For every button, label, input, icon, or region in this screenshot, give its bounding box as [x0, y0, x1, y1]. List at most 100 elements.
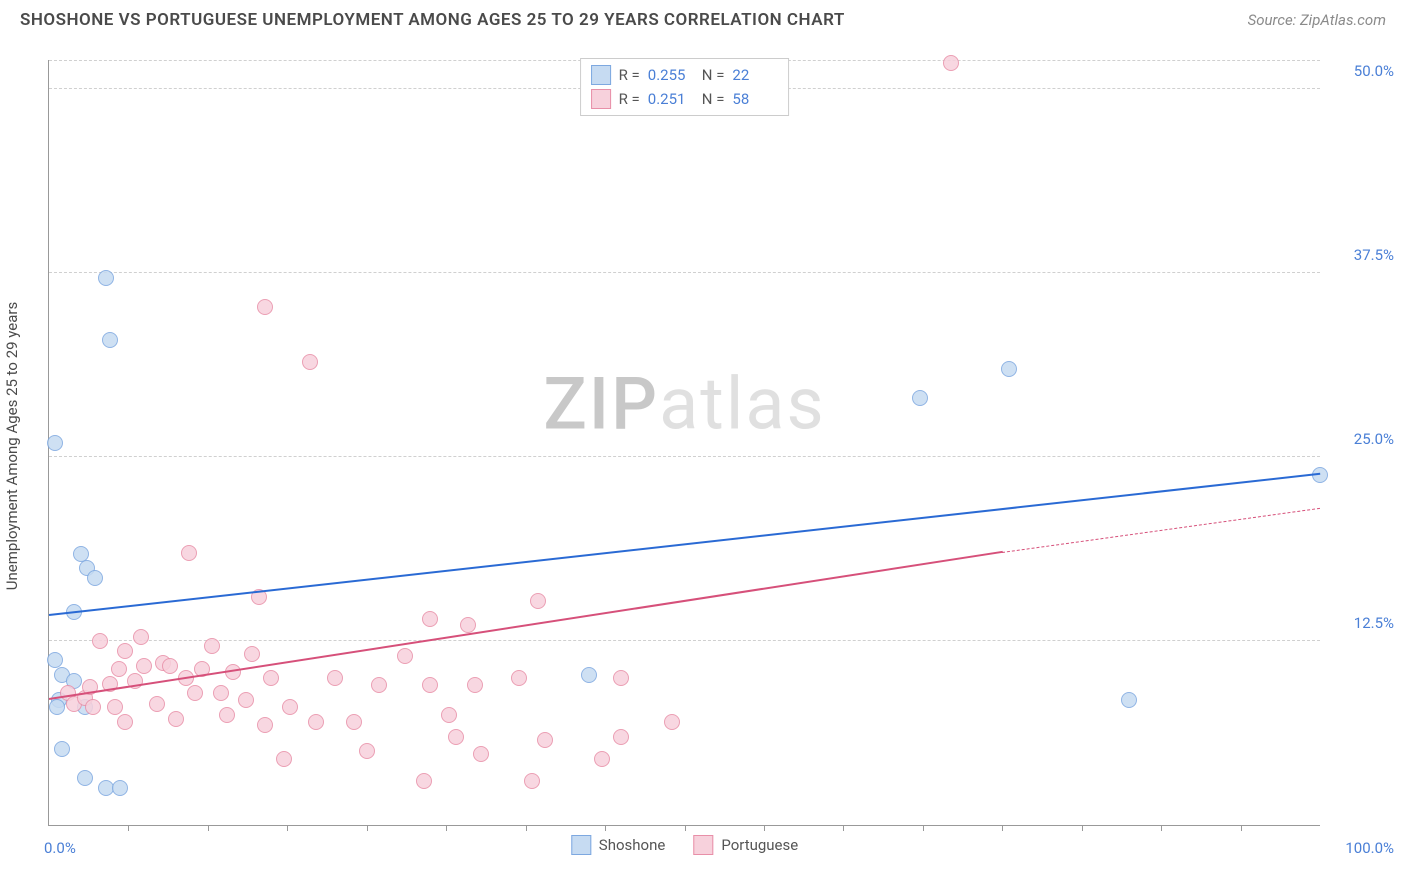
x-tick [923, 825, 924, 831]
data-point [282, 699, 298, 715]
x-tick [1241, 825, 1242, 831]
data-point [102, 332, 118, 348]
x-min-label: 0.0% [44, 839, 76, 857]
data-point [441, 707, 457, 723]
data-point [117, 643, 133, 659]
y-tick-label: 25.0% [1330, 430, 1394, 448]
data-point [133, 629, 149, 645]
data-point [263, 670, 279, 686]
x-tick [843, 825, 844, 831]
chart-header: SHOSHONE VS PORTUGUESE UNEMPLOYMENT AMON… [0, 0, 1406, 36]
y-axis-label: Unemployment Among Ages 25 to 29 years [3, 302, 21, 590]
data-point [47, 652, 63, 668]
data-point [244, 646, 260, 662]
x-tick [526, 825, 527, 831]
data-point [49, 699, 65, 715]
data-point [371, 677, 387, 693]
x-tick [287, 825, 288, 831]
legend-swatch [693, 835, 713, 855]
data-point [448, 729, 464, 745]
data-point [1001, 361, 1017, 377]
data-point [1121, 692, 1137, 708]
data-point [162, 658, 178, 674]
data-point [346, 714, 362, 730]
data-point [117, 714, 133, 730]
data-point [302, 354, 318, 370]
data-point [257, 299, 273, 315]
data-point [664, 714, 680, 730]
y-tick-label: 12.5% [1330, 614, 1394, 632]
data-point [238, 692, 254, 708]
data-point [581, 667, 597, 683]
data-point [112, 780, 128, 796]
data-point [136, 658, 152, 674]
gridline [49, 456, 1320, 457]
data-point [107, 699, 123, 715]
x-tick [685, 825, 686, 831]
data-point [467, 677, 483, 693]
x-tick [605, 825, 606, 831]
data-point [98, 270, 114, 286]
x-tick [764, 825, 765, 831]
data-point [359, 743, 375, 759]
data-point [276, 751, 292, 767]
x-tick [128, 825, 129, 831]
data-point [47, 435, 63, 451]
legend-label: Portuguese [721, 836, 798, 854]
x-tick [1161, 825, 1162, 831]
data-point [613, 670, 629, 686]
x-max-label: 100.0% [1330, 839, 1394, 857]
data-point [613, 729, 629, 745]
legend-swatch [591, 65, 611, 85]
data-point [92, 633, 108, 649]
data-point [327, 670, 343, 686]
data-point [422, 677, 438, 693]
data-point [524, 773, 540, 789]
x-tick [208, 825, 209, 831]
data-point [912, 390, 928, 406]
data-point [422, 611, 438, 627]
trend-line [1002, 508, 1320, 553]
gridline [49, 640, 1320, 641]
gridline [49, 272, 1320, 273]
data-point [187, 685, 203, 701]
x-tick [367, 825, 368, 831]
watermark: ZIPatlas [543, 362, 825, 447]
legend-stats: R =0.255N =22R =0.251N =58 [580, 58, 790, 116]
chart-source: Source: ZipAtlas.com [1248, 11, 1386, 29]
data-point [511, 670, 527, 686]
data-point [87, 570, 103, 586]
y-tick-label: 50.0% [1330, 62, 1394, 80]
data-point [257, 717, 273, 733]
data-point [181, 545, 197, 561]
data-point [473, 746, 489, 762]
data-point [460, 617, 476, 633]
trend-line [49, 473, 1320, 616]
data-point [77, 770, 93, 786]
data-point [54, 741, 70, 757]
x-tick [1082, 825, 1083, 831]
data-point [111, 661, 127, 677]
data-point [308, 714, 324, 730]
data-point [204, 638, 220, 654]
y-tick-label: 37.5% [1330, 246, 1394, 264]
data-point [397, 648, 413, 664]
data-point [943, 55, 959, 71]
data-point [213, 685, 229, 701]
legend-swatch [591, 89, 611, 109]
data-point [530, 593, 546, 609]
data-point [219, 707, 235, 723]
x-tick [446, 825, 447, 831]
data-point [537, 732, 553, 748]
data-point [85, 699, 101, 715]
data-point [149, 696, 165, 712]
data-point [168, 711, 184, 727]
data-point [416, 773, 432, 789]
chart-title: SHOSHONE VS PORTUGUESE UNEMPLOYMENT AMON… [20, 10, 845, 30]
legend-label: Shoshone [599, 836, 666, 854]
scatter-chart: ZIPatlas 12.5%25.0%37.5%50.0%0.0%100.0%R… [48, 60, 1320, 826]
data-point [594, 751, 610, 767]
x-tick [1002, 825, 1003, 831]
legend-series: Shoshone Portuguese [571, 835, 798, 855]
legend-swatch [571, 835, 591, 855]
